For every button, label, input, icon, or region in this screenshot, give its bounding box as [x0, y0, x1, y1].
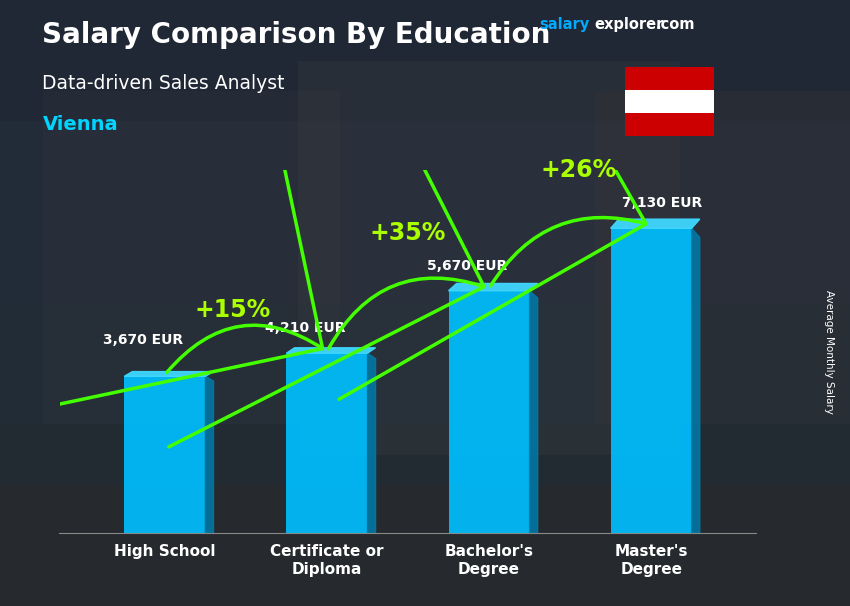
Text: +26%: +26% — [540, 158, 616, 182]
Bar — [0, 303, 850, 485]
Polygon shape — [449, 284, 538, 291]
Text: salary: salary — [540, 17, 590, 32]
Bar — [610, 228, 692, 533]
Bar — [595, 91, 850, 424]
Bar — [0, 0, 850, 121]
Polygon shape — [124, 371, 213, 376]
Polygon shape — [530, 291, 538, 533]
Text: Average Monthly Salary: Average Monthly Salary — [824, 290, 834, 413]
Text: explorer: explorer — [594, 17, 664, 32]
FancyArrowPatch shape — [0, 2, 323, 422]
Text: 4,210 EUR: 4,210 EUR — [265, 321, 346, 335]
Polygon shape — [367, 353, 376, 533]
Bar — [0, 424, 850, 606]
Text: 7,130 EUR: 7,130 EUR — [622, 196, 702, 210]
Text: 3,670 EUR: 3,670 EUR — [103, 333, 184, 347]
Text: 5,670 EUR: 5,670 EUR — [428, 259, 507, 273]
Bar — [625, 90, 714, 113]
Text: Data-driven Sales Analyst: Data-driven Sales Analyst — [42, 74, 285, 93]
Polygon shape — [286, 348, 376, 353]
Polygon shape — [610, 219, 700, 228]
Bar — [0, 121, 850, 303]
FancyArrowPatch shape — [169, 0, 484, 447]
Bar — [449, 291, 530, 533]
Text: Vienna: Vienna — [42, 115, 118, 134]
Text: Salary Comparison By Education: Salary Comparison By Education — [42, 21, 551, 49]
Polygon shape — [206, 376, 213, 533]
Polygon shape — [692, 228, 700, 533]
Bar — [286, 353, 367, 533]
Text: .com: .com — [655, 17, 694, 32]
Bar — [298, 61, 680, 455]
Text: +35%: +35% — [370, 221, 446, 245]
Text: +15%: +15% — [195, 298, 271, 322]
FancyArrowPatch shape — [339, 0, 646, 399]
Bar — [124, 376, 206, 533]
Bar — [42, 91, 340, 424]
